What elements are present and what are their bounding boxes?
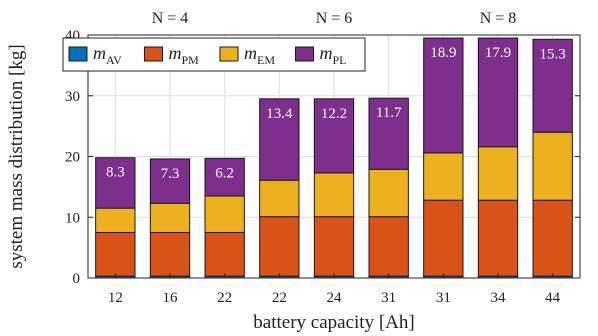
y-tick-label: 10	[65, 210, 80, 226]
data-label: 7.3	[161, 166, 180, 182]
x-tick-label: 34	[491, 290, 507, 306]
legend-swatch	[295, 46, 314, 62]
x-tick-label: 31	[436, 290, 451, 306]
data-label: 6.2	[215, 165, 234, 181]
legend-box	[62, 37, 366, 72]
y-tick-label: 0	[73, 271, 81, 287]
bar-segment-em	[95, 207, 136, 233]
bar-segment-pm	[368, 216, 409, 277]
bar-stacks	[95, 37, 573, 279]
bar-segment-pl	[368, 97, 409, 170]
x-axis-label: battery capacity [Ah]	[253, 312, 414, 333]
x-tick-label: 12	[108, 290, 123, 306]
legend-swatch	[144, 46, 163, 62]
bar-segment-pm	[149, 231, 191, 277]
bar-segment-pm	[313, 216, 355, 277]
data-label: 8.3	[106, 165, 125, 181]
legend-swatch	[68, 46, 88, 62]
bar-segment-pl	[259, 98, 300, 181]
legend: mAV mPM mEM mPL	[62, 37, 366, 72]
group-label: N = 6	[316, 10, 353, 27]
bar-segment-pm	[477, 199, 519, 277]
bar-segment-em	[477, 146, 519, 201]
bar-segment-em	[259, 179, 300, 218]
data-label: 11.7	[376, 105, 402, 121]
data-label: 12.2	[321, 106, 347, 122]
group-label: N = 8	[480, 10, 517, 27]
group-label: N = 4	[152, 10, 189, 27]
data-label: 18.9	[430, 45, 456, 61]
x-axis-ticks: 12 16 22 22 24 31 31 34 44	[108, 273, 561, 306]
bar-segment-pm	[259, 216, 300, 277]
bar-segment-pl	[477, 37, 519, 148]
bar-segment-em	[204, 195, 245, 233]
bar-segment-pl	[204, 157, 245, 197]
bar-segment-em	[149, 202, 191, 233]
bar-segment-pl	[95, 157, 136, 209]
bar-segment-pm	[532, 199, 573, 277]
bar-segment-pl	[532, 38, 573, 133]
x-tick-label: 16	[163, 290, 179, 306]
bar-segment-em	[423, 152, 464, 201]
bar-segment-em	[368, 168, 409, 218]
bar-segment-pl	[313, 98, 355, 174]
bar-segment-pm	[95, 231, 136, 277]
legend-swatch	[219, 46, 239, 62]
bar-segment-em	[532, 131, 573, 201]
y-axis-label: system mass distribution [kg]	[6, 44, 27, 268]
group-labels: N = 4 N = 6 N = 8	[152, 10, 517, 27]
bar-segment-pm	[423, 199, 464, 277]
data-label: 13.4	[266, 106, 293, 122]
bar-segment-pm	[204, 231, 245, 277]
bar-segment-pl	[423, 37, 464, 154]
data-label: 17.9	[485, 45, 511, 61]
bar-segment-em	[313, 172, 355, 218]
x-tick-label: 22	[217, 290, 232, 306]
data-label: 15.3	[540, 46, 566, 62]
x-tick-label: 22	[272, 290, 287, 306]
y-tick-label: 30	[65, 89, 80, 105]
data-labels: 8.3 7.3 6.2 13.4 12.2 11.7 18.9 17.9 15.3	[106, 45, 566, 182]
y-tick-label: 20	[65, 150, 80, 166]
x-tick-label: 31	[381, 290, 396, 306]
x-tick-label: 24	[327, 290, 343, 306]
bar-segment-pl	[149, 158, 191, 204]
x-tick-label: 44	[545, 290, 561, 306]
